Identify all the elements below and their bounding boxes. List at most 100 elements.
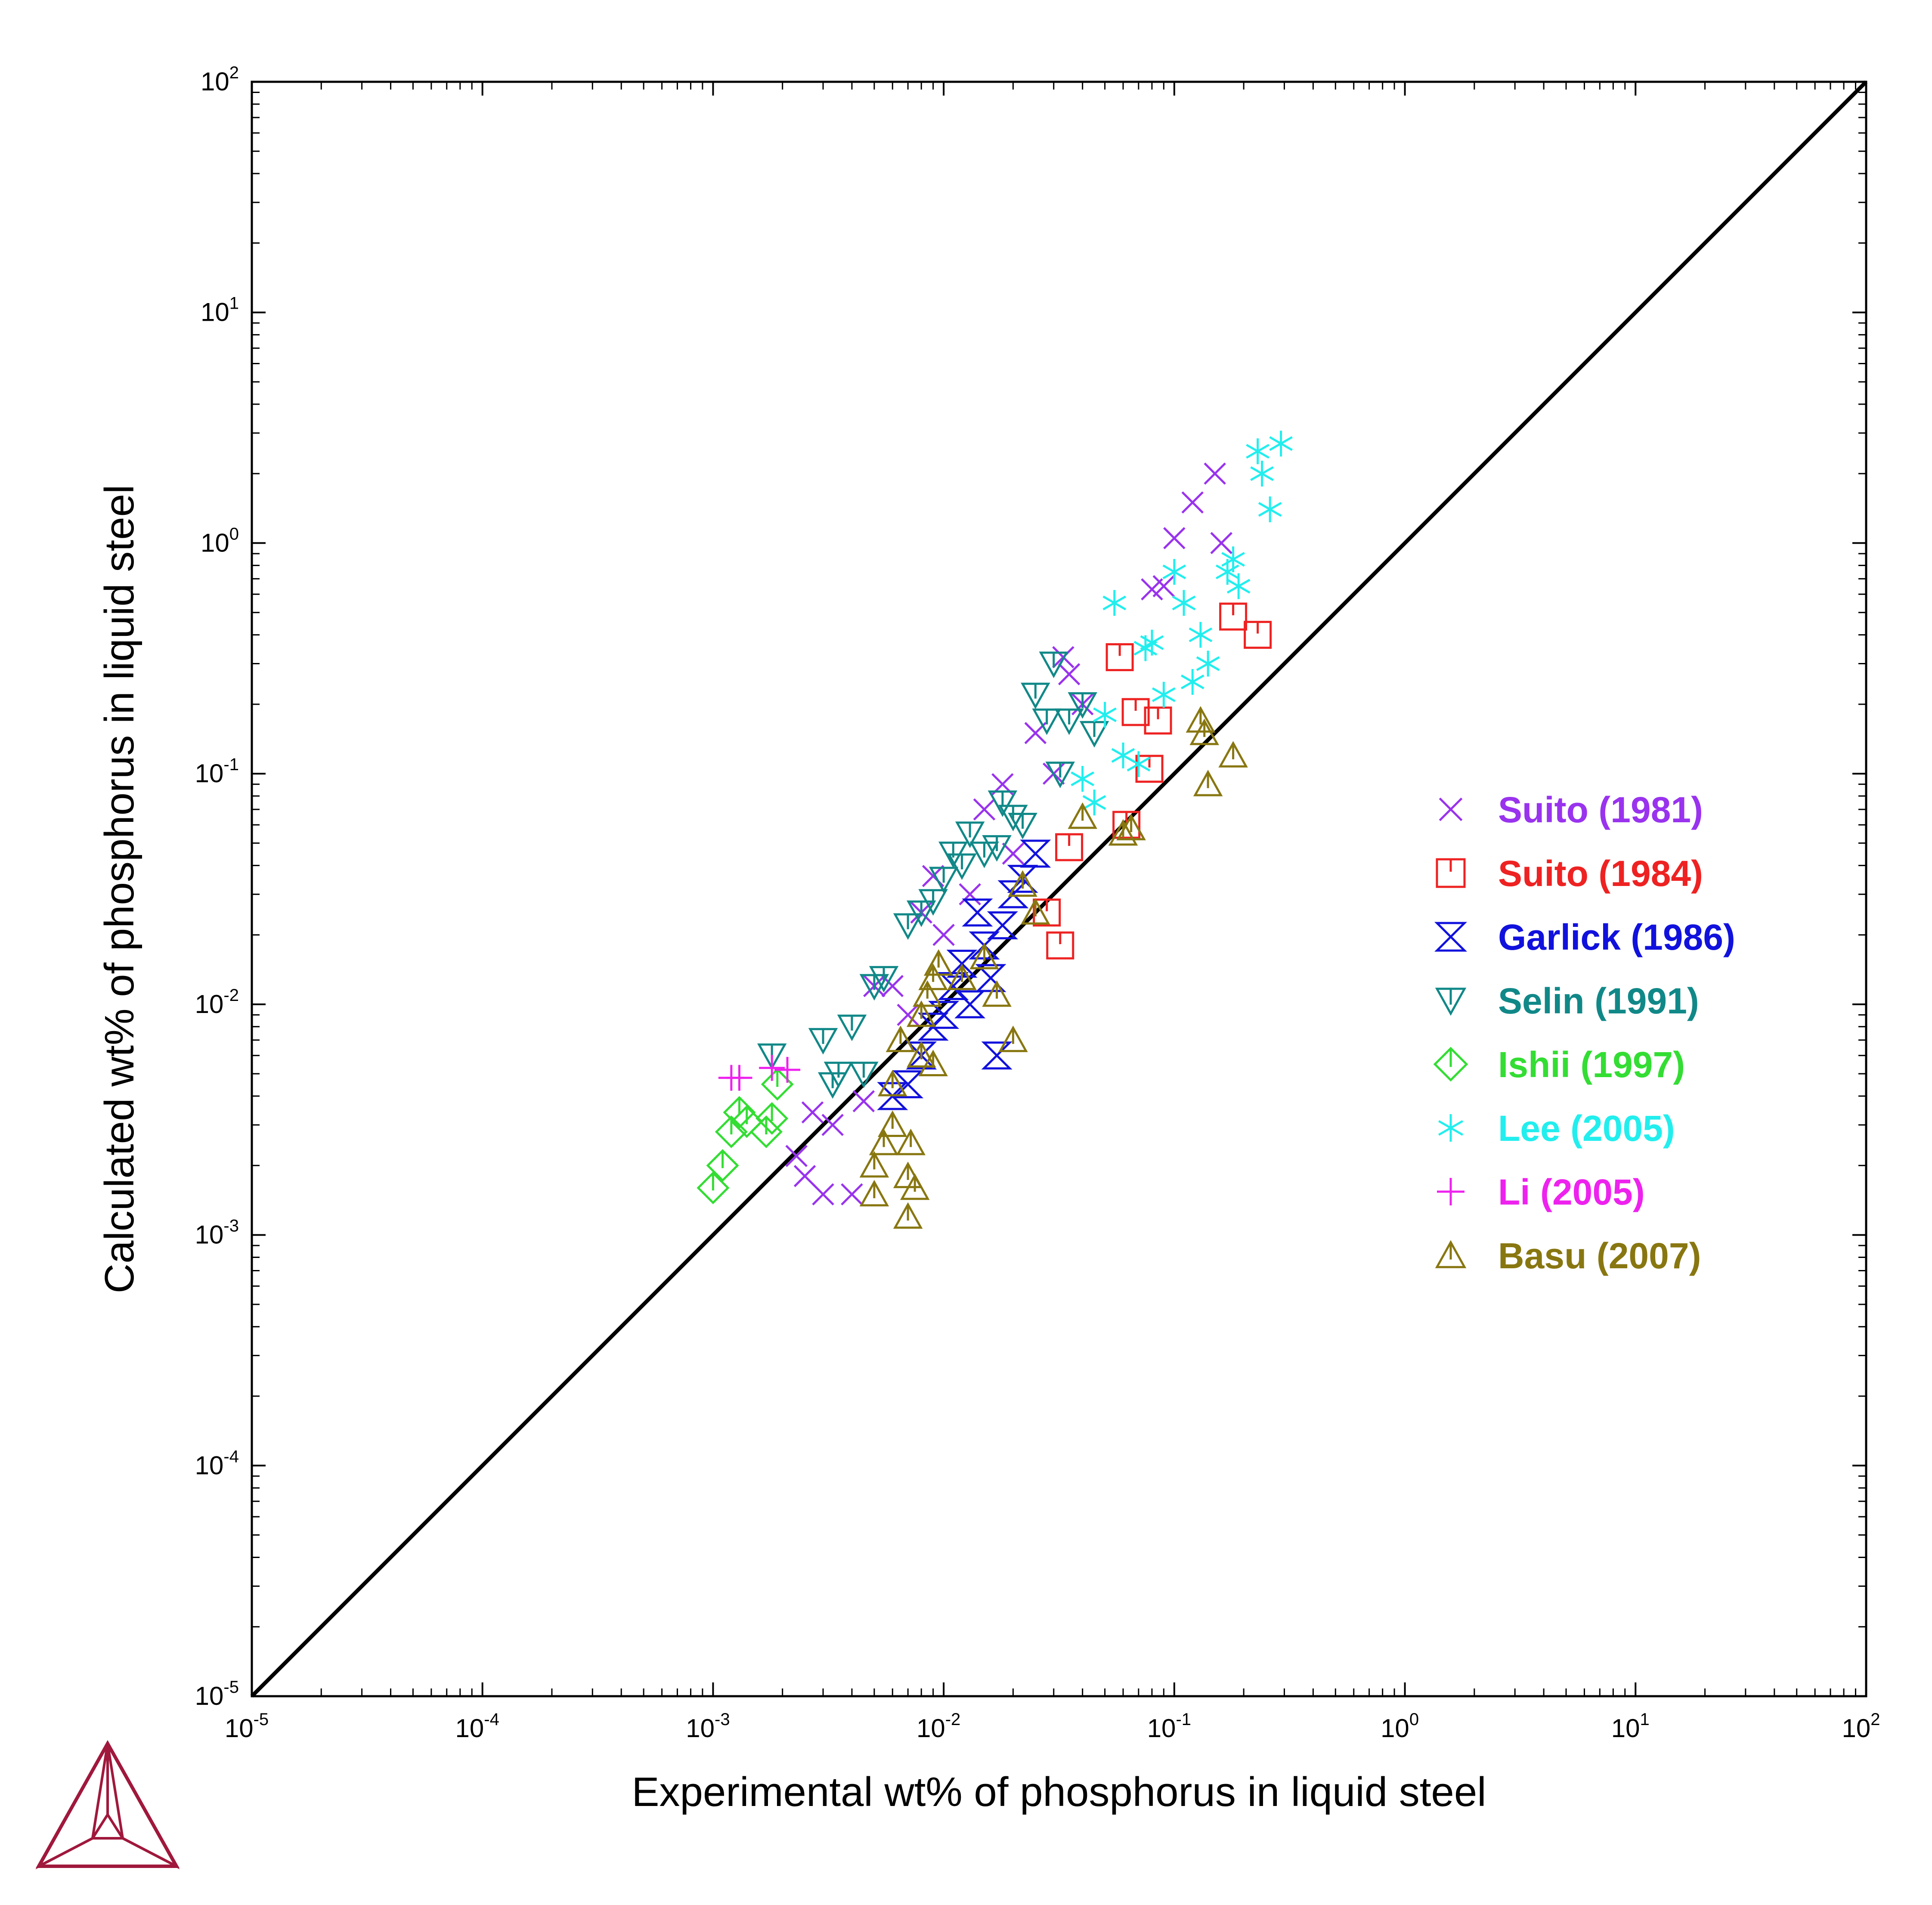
y-tick-label: 100 bbox=[201, 524, 239, 557]
data-point bbox=[981, 1041, 1012, 1070]
legend-marker bbox=[1439, 797, 1463, 821]
data-point bbox=[1163, 527, 1186, 549]
data-point bbox=[749, 1115, 783, 1149]
data-point bbox=[1269, 431, 1293, 457]
y-tick-label: 10-3 bbox=[195, 1217, 239, 1249]
data-point bbox=[1068, 802, 1097, 829]
series-4 bbox=[697, 1068, 794, 1205]
data-point bbox=[723, 1096, 756, 1129]
axes: 10-510-5 10-4 10-4 10-3 10-3 10-2 10-2 10-1 10-1… bbox=[195, 63, 1880, 1743]
data-point bbox=[1189, 719, 1219, 745]
series-6 bbox=[718, 1055, 801, 1091]
data-point bbox=[897, 1004, 919, 1026]
data-point bbox=[1144, 706, 1172, 735]
legend-label: Suito (1981) bbox=[1498, 790, 1703, 830]
data-point bbox=[1196, 650, 1220, 677]
y-tick-label: 10-2 bbox=[195, 986, 239, 1019]
legend-marker bbox=[1433, 1047, 1468, 1082]
data-point bbox=[1039, 651, 1068, 678]
data-point bbox=[947, 963, 977, 990]
y-tick-label: 10-4 bbox=[195, 1447, 239, 1480]
data-point bbox=[955, 821, 985, 848]
data-point bbox=[859, 1151, 889, 1178]
plot-frame bbox=[251, 81, 1867, 1697]
data-point bbox=[1002, 843, 1025, 865]
data-point bbox=[892, 1070, 924, 1099]
legend-marker bbox=[1437, 1178, 1464, 1205]
data-point bbox=[1033, 898, 1061, 927]
data-point bbox=[896, 1128, 926, 1155]
data-point bbox=[946, 950, 978, 978]
x-tick-label: 10-2 bbox=[916, 1710, 960, 1743]
data-point bbox=[923, 949, 954, 976]
data-point bbox=[730, 1105, 763, 1138]
x-tick-label: 10-5 bbox=[225, 1710, 269, 1743]
data-point bbox=[1246, 438, 1269, 465]
data-point bbox=[954, 990, 986, 1019]
data-point bbox=[947, 853, 977, 880]
legend-marker bbox=[1436, 858, 1466, 888]
legend-label: Ishii (1997) bbox=[1498, 1044, 1685, 1085]
data-point bbox=[808, 1028, 838, 1055]
x-tick-label: 101 bbox=[1611, 1710, 1650, 1743]
data-point bbox=[793, 1165, 816, 1187]
data-point bbox=[893, 1202, 923, 1229]
data-point bbox=[1180, 669, 1204, 695]
y-tick-label: 102 bbox=[201, 63, 239, 96]
data-point bbox=[987, 911, 1018, 939]
data-point bbox=[906, 1041, 937, 1070]
data-point bbox=[1221, 546, 1245, 573]
data-point bbox=[1021, 898, 1050, 925]
data-point bbox=[824, 1062, 854, 1088]
data-point bbox=[1152, 681, 1176, 708]
series-7 bbox=[859, 706, 1248, 1229]
data-point bbox=[998, 1025, 1028, 1052]
data-point bbox=[1112, 811, 1141, 839]
legend-label: Basu (2007) bbox=[1498, 1236, 1701, 1276]
legend-label: Li (2005) bbox=[1498, 1172, 1645, 1212]
data-point bbox=[1008, 870, 1037, 897]
data-point bbox=[878, 1069, 907, 1097]
legend-marker bbox=[1434, 922, 1468, 952]
data-point bbox=[697, 1171, 730, 1205]
data-point bbox=[869, 1128, 899, 1155]
data-point bbox=[1162, 559, 1186, 585]
data-point bbox=[1093, 702, 1117, 728]
data-point bbox=[1032, 708, 1062, 735]
data-point bbox=[869, 966, 899, 993]
legend-marker bbox=[1435, 988, 1467, 1016]
data-point bbox=[1193, 770, 1223, 796]
data-point bbox=[1055, 833, 1084, 861]
data-point bbox=[982, 980, 1012, 1007]
data-point bbox=[877, 1082, 908, 1110]
data-point bbox=[1121, 698, 1150, 726]
data-point bbox=[913, 980, 942, 1007]
data-point bbox=[1250, 461, 1274, 487]
data-point bbox=[1046, 931, 1074, 960]
series-5 bbox=[1071, 431, 1293, 816]
data-point bbox=[706, 1149, 739, 1182]
data-point bbox=[837, 1014, 867, 1041]
data-point bbox=[801, 1101, 824, 1124]
data-point bbox=[1058, 663, 1081, 685]
legend-marker bbox=[1435, 1240, 1467, 1268]
data-point bbox=[1189, 622, 1213, 648]
x-tick-label: 10-4 bbox=[455, 1710, 499, 1743]
data-point bbox=[726, 1065, 752, 1091]
data-point bbox=[1105, 643, 1134, 672]
legend-label: Suito (1984) bbox=[1498, 853, 1703, 894]
y-axis-label: Calculated wt% of phosphorus in liquid s… bbox=[96, 485, 142, 1293]
series-2 bbox=[877, 839, 1051, 1110]
data-point bbox=[1226, 573, 1251, 599]
data-point bbox=[1140, 629, 1164, 656]
data-point bbox=[849, 1062, 879, 1088]
data-point bbox=[1186, 706, 1216, 733]
data-point bbox=[878, 1110, 907, 1137]
data-point bbox=[1152, 575, 1175, 598]
data-point bbox=[812, 1183, 834, 1206]
data-point bbox=[928, 1001, 960, 1029]
data-point bbox=[932, 923, 955, 946]
data-point bbox=[973, 798, 996, 821]
data-point bbox=[1071, 766, 1095, 792]
